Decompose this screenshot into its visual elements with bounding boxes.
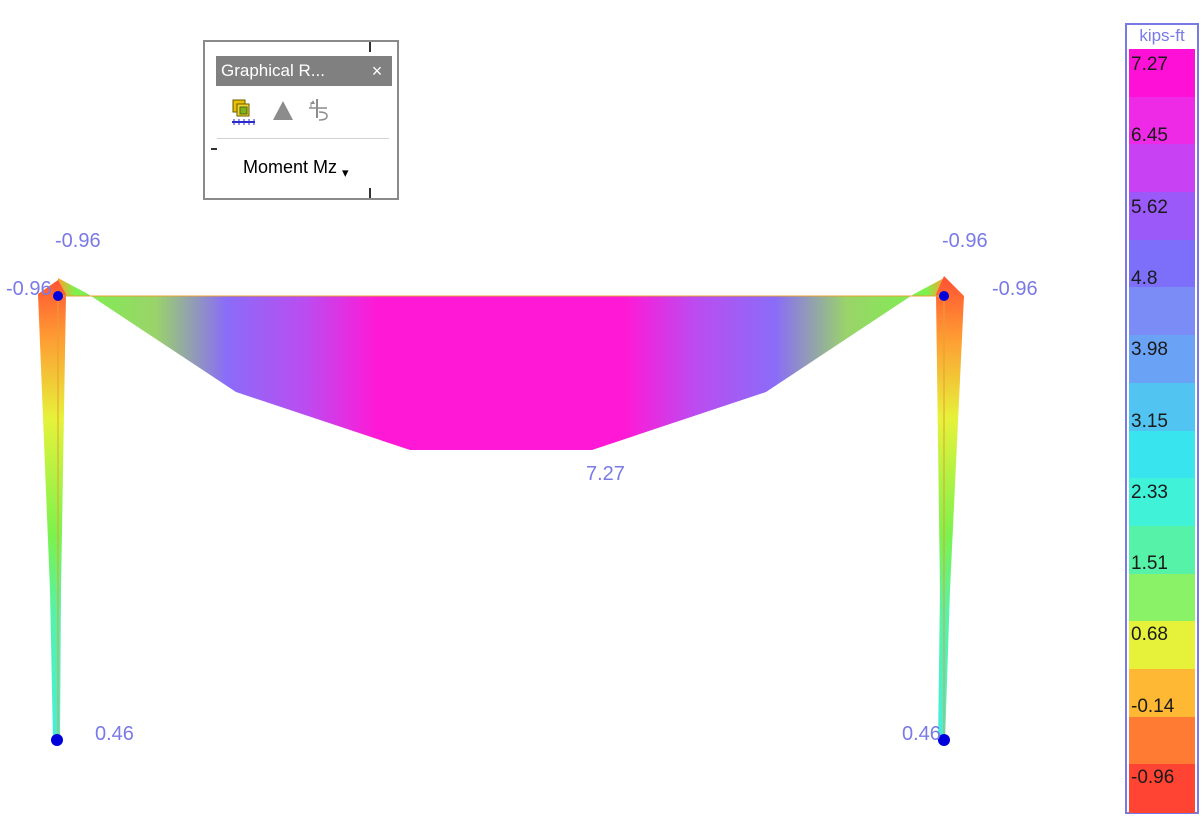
legend-tick-label: 5.62 <box>1131 196 1168 218</box>
right-base-moment-label: 0.46 <box>902 723 941 745</box>
right-top-moment-label: -0.96 <box>942 230 988 252</box>
legend-band <box>1129 96 1195 146</box>
legend-band <box>1129 192 1195 241</box>
legend-tick-label: 3.15 <box>1131 410 1168 432</box>
palette-title-bar[interactable]: Graphical R... × <box>216 56 392 86</box>
legend-tick-label: 1.51 <box>1131 553 1168 575</box>
right-column-moment-fill <box>936 276 964 742</box>
legend-band <box>1129 621 1195 670</box>
legend-band <box>1129 287 1195 337</box>
right-support-node[interactable] <box>938 734 950 746</box>
close-icon[interactable]: × <box>371 61 383 81</box>
midspan-moment-label: 7.27 <box>586 463 625 485</box>
legend-band <box>1129 335 1195 384</box>
legend-band <box>1129 573 1195 623</box>
legend-band <box>1129 525 1195 575</box>
legend-band <box>1129 764 1195 813</box>
support-reactions-icon[interactable] <box>305 96 333 126</box>
legend-band <box>1129 716 1195 766</box>
left-column-moment-fill <box>38 280 66 742</box>
left-support-node[interactable] <box>51 734 63 746</box>
legend-tick-label: 0.68 <box>1131 624 1168 646</box>
legend-tick-label: 3.98 <box>1131 339 1168 361</box>
legend-band <box>1129 49 1195 98</box>
result-type-dropdown[interactable]: Moment Mz ▾ <box>243 154 349 180</box>
palette-title: Graphical R... <box>221 61 325 80</box>
legend-tick-label: 6.45 <box>1131 125 1168 147</box>
legend-color-bar <box>1129 49 1195 813</box>
left-joint-moment-label: -0.96 <box>6 278 52 300</box>
legend-tick-label: 4.8 <box>1131 267 1158 289</box>
right-top-node[interactable] <box>939 291 949 301</box>
beam-moment-fill <box>58 278 944 450</box>
right-joint-moment-label: -0.96 <box>992 278 1038 300</box>
result-type-value: Moment Mz <box>243 157 338 177</box>
legend-band <box>1129 144 1195 194</box>
member-results-icon[interactable] <box>229 96 257 126</box>
left-top-node[interactable] <box>53 291 63 301</box>
legend-band <box>1129 430 1195 480</box>
legend-band <box>1129 382 1195 432</box>
legend-band <box>1129 239 1195 289</box>
palette-separator <box>217 138 389 139</box>
plate-results-icon[interactable] <box>269 96 297 126</box>
legend-tick-label: 7.27 <box>1131 54 1168 75</box>
left-top-moment-label: -0.96 <box>55 230 101 252</box>
legend-tick-label: -0.14 <box>1131 695 1175 717</box>
color-legend: kips-ft 7.27 6.45 5.62 4.8 3.98 3.15 2.33 1.51 0… <box>1125 23 1199 814</box>
palette-top-tick <box>369 42 371 52</box>
chevron-down-icon: ▾ <box>342 165 349 180</box>
legend-tick-label: 2.33 <box>1131 481 1168 503</box>
palette-bottom-tick <box>369 188 371 198</box>
legend-band <box>1129 668 1195 718</box>
legend-band <box>1129 478 1195 527</box>
left-base-moment-label: 0.46 <box>95 723 134 745</box>
graphical-results-palette[interactable]: Graphical R... × <box>203 40 399 200</box>
legend-tick-label: -0.96 <box>1131 767 1175 788</box>
palette-left-tick <box>211 148 217 150</box>
legend-unit: kips-ft <box>1127 25 1197 47</box>
